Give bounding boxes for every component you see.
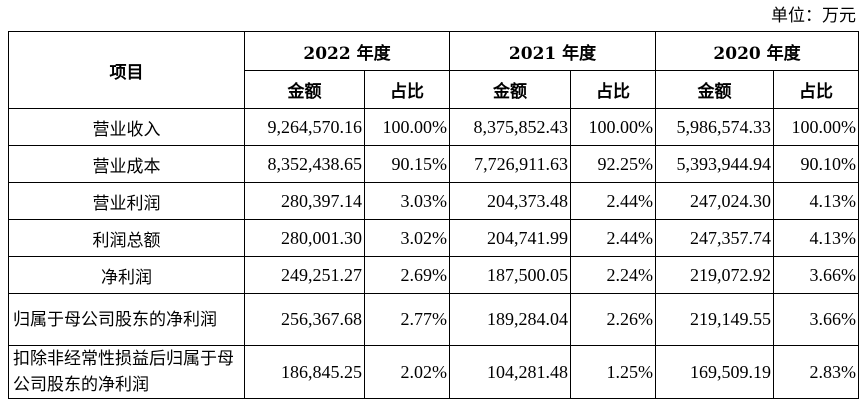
header-ratio: 占比 [363,70,451,109]
cell-value: 189,284.04 [449,293,572,346]
cell-value: 2.69% [363,256,451,294]
row-label: 归属于母公司股东的净利润 [8,293,245,346]
table-row: 利润总额 280,001.30 3.02% 204,741.99 2.44% 2… [8,219,860,257]
cell-value: 8,375,852.43 [449,108,572,146]
header-ratio: 占比 [773,70,860,109]
cell-value: 169,509.19 [655,345,775,399]
cell-value: 3.03% [363,182,451,220]
cell-value: 100.00% [773,108,860,146]
cell-value: 280,397.14 [244,182,365,220]
cell-value: 5,986,574.33 [655,108,775,146]
cell-value: 5,393,944.94 [655,145,775,183]
cell-value: 2.44% [570,182,657,220]
row-label: 扣除非经常性损益后归属于母公司股东的净利润 [8,345,245,399]
cell-value: 187,500.05 [449,256,572,294]
cell-value: 92.25% [570,145,657,183]
cell-value: 219,149.55 [655,293,775,346]
table-row: 营业成本 8,352,438.65 90.15% 7,726,911.63 92… [8,145,860,183]
cell-value: 9,264,570.16 [244,108,365,146]
cell-value: 90.10% [773,145,860,183]
cell-value: 8,352,438.65 [244,145,365,183]
cell-value: 2.26% [570,293,657,346]
cell-value: 3.66% [773,256,860,294]
cell-value: 186,845.25 [244,345,365,399]
header-year-2022: 2022 年度 [243,31,451,71]
cell-value: 2.44% [570,219,657,257]
cell-value: 2.83% [773,345,860,399]
cell-value: 204,741.99 [449,219,572,257]
cell-value: 90.15% [363,145,451,183]
cell-value: 100.00% [570,108,657,146]
cell-value: 256,367.68 [244,293,365,346]
table-row: 归属于母公司股东的净利润 256,367.68 2.77% 189,284.04… [8,293,860,346]
row-label: 营业成本 [8,145,245,183]
unit-label: 单位：万元 [771,6,856,26]
table-row: 营业收入 9,264,570.16 100.00% 8,375,852.43 1… [8,108,860,146]
cell-value: 247,024.30 [655,182,775,220]
cell-value: 3.02% [363,219,451,257]
cell-value: 7,726,911.63 [449,145,572,183]
header-amount: 金额 [449,70,572,109]
cell-value: 104,281.48 [449,345,572,399]
header-year-2021: 2021 年度 [449,31,657,71]
cell-value: 280,001.30 [244,219,365,257]
header-item: 项目 [8,31,245,109]
row-label: 营业利润 [8,182,245,220]
cell-value: 2.77% [363,293,451,346]
financial-table: 项目 2022 年度 2021 年度 2020 年度 金额 占比 金额 占比 金… [8,31,860,399]
header-year-2020: 2020 年度 [655,31,860,71]
header-amount: 金额 [655,70,775,109]
cell-value: 2.02% [363,345,451,399]
row-label: 利润总额 [8,219,245,257]
header-amount: 金额 [244,70,365,109]
cell-value: 1.25% [570,345,657,399]
cell-value: 100.00% [363,108,451,146]
table-row: 营业利润 280,397.14 3.03% 204,373.48 2.44% 2… [8,182,860,220]
cell-value: 3.66% [773,293,860,346]
cell-value: 204,373.48 [449,182,572,220]
cell-value: 219,072.92 [655,256,775,294]
table-row: 扣除非经常性损益后归属于母公司股东的净利润 186,845.25 2.02% 1… [8,345,860,399]
cell-value: 4.13% [773,219,860,257]
cell-value: 4.13% [773,182,860,220]
row-label: 净利润 [8,256,245,294]
cell-value: 2.24% [570,256,657,294]
cell-value: 247,357.74 [655,219,775,257]
table-row: 净利润 249,251.27 2.69% 187,500.05 2.24% 21… [8,256,860,294]
cell-value: 249,251.27 [244,256,365,294]
row-label: 营业收入 [8,108,245,146]
header-ratio: 占比 [570,70,657,109]
